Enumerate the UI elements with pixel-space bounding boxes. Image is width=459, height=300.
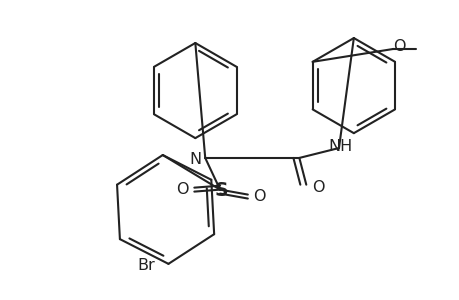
- Text: O: O: [311, 180, 324, 195]
- Text: N: N: [189, 152, 201, 167]
- Text: S: S: [214, 181, 227, 200]
- Text: O: O: [253, 189, 265, 204]
- Text: O: O: [176, 182, 188, 197]
- Text: O: O: [392, 40, 405, 55]
- Text: Br: Br: [138, 258, 155, 273]
- Text: NH: NH: [328, 139, 353, 154]
